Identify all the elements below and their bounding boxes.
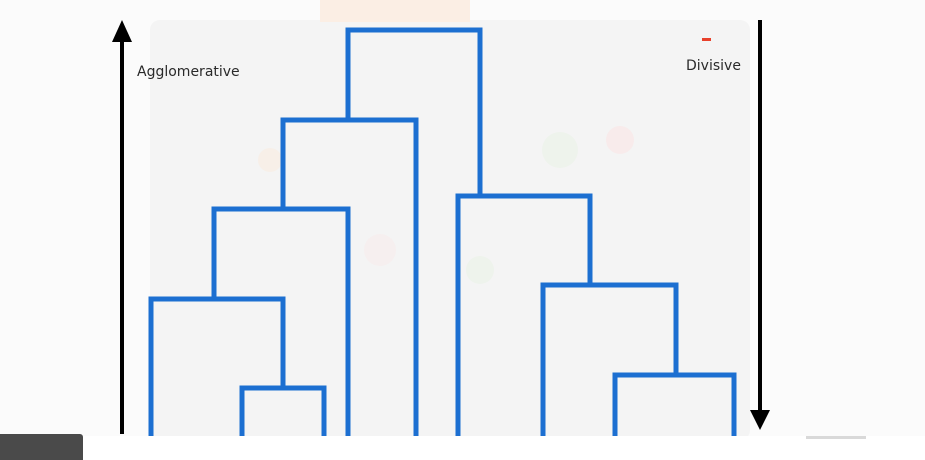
dendrogram-link xyxy=(280,117,419,436)
arrow-up-icon xyxy=(112,20,132,434)
arrow-down-icon xyxy=(750,20,770,430)
background-blob xyxy=(364,234,396,266)
background-panel xyxy=(150,20,750,440)
bottom-tab xyxy=(0,434,83,460)
background-blob xyxy=(258,148,282,172)
dendrogram-link xyxy=(211,206,351,436)
divisive-label: Divisive xyxy=(686,58,741,74)
background-blob xyxy=(542,132,578,168)
background-blob xyxy=(466,256,494,284)
dendrogram-link xyxy=(540,282,679,436)
background-blob xyxy=(606,126,634,154)
dendrogram-link xyxy=(239,385,327,436)
accent-mark xyxy=(702,38,711,41)
dendrogram-root-link xyxy=(345,27,483,195)
bottom-right-mark xyxy=(806,436,866,439)
dendrogram-links xyxy=(148,27,737,436)
dendrogram-link xyxy=(455,193,593,436)
dendrogram-link xyxy=(148,296,286,436)
agglomerative-label: Agglomerative xyxy=(137,64,240,80)
dendrogram-link xyxy=(612,372,737,436)
background-header-blob xyxy=(320,0,470,22)
bottom-strip xyxy=(0,436,925,460)
